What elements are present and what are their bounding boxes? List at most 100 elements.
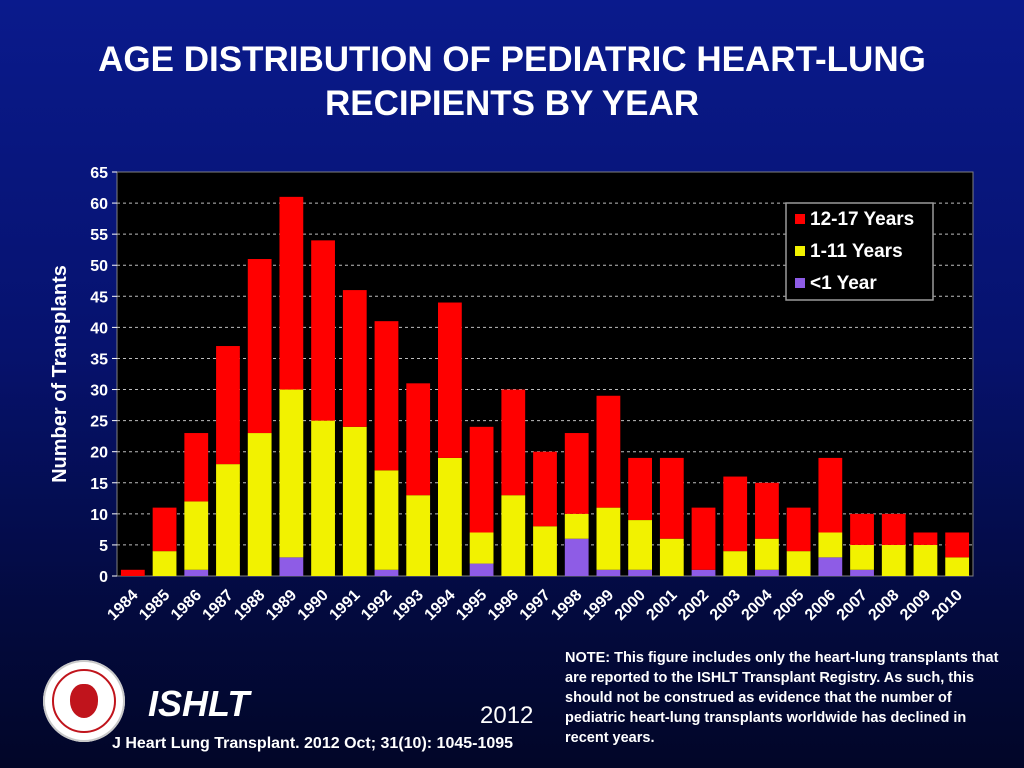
bar-segment [818, 557, 843, 576]
bar-segment [596, 569, 621, 576]
bar-segment [501, 389, 526, 496]
bar-segment [216, 464, 240, 576]
bar-segment [723, 476, 748, 552]
y-tick-label: 45 [90, 289, 108, 306]
y-tick-label: 55 [90, 227, 108, 244]
bar-segment [184, 501, 209, 570]
y-tick-label: 25 [90, 414, 108, 431]
bar-segment [533, 451, 557, 527]
x-tick-label: 1999 [580, 587, 617, 624]
bar-segment [755, 569, 779, 576]
bar-segment [881, 513, 906, 545]
legend-swatch [795, 246, 805, 256]
citation: J Heart Lung Transplant. 2012 Oct; 31(10… [112, 735, 514, 752]
bar-segment [311, 420, 335, 576]
bar-segment [596, 395, 621, 508]
y-tick-label: 10 [90, 507, 108, 524]
bar-segment [438, 302, 462, 458]
bar-segment [374, 321, 399, 471]
legend-label: 1-11 Years [810, 241, 903, 262]
x-tick-label: 2006 [802, 587, 839, 624]
bar-segment [279, 557, 304, 576]
bar-segment [311, 240, 335, 421]
bar-segment [469, 563, 494, 576]
legend-swatch [795, 278, 805, 288]
bar-segment [406, 383, 431, 496]
year-label: 2012 [480, 702, 534, 729]
bar-segment [406, 495, 431, 576]
bar-segment [564, 538, 589, 576]
x-tick-label: 2005 [770, 587, 807, 624]
y-tick-label: 30 [90, 383, 108, 400]
bar-segment [501, 495, 526, 576]
legend-label: <1 Year [810, 273, 877, 294]
bar-segment [913, 544, 938, 576]
note-text: NOTE: This figure includes only the hear… [565, 650, 999, 746]
x-tick-label: 2001 [643, 587, 680, 624]
y-tick-label: 65 [90, 165, 108, 182]
y-axis-ticks: 0 5 10 15 20 25 30 35 40 45 50 55 60 65 [90, 165, 117, 586]
y-tick-label: 0 [99, 569, 108, 586]
x-tick-label: 1996 [485, 587, 522, 624]
x-tick-label: 1990 [295, 587, 332, 624]
bar-segment [691, 507, 716, 570]
bar-segment [755, 482, 779, 539]
x-tick-label: 1998 [548, 587, 585, 624]
bar-segment [152, 507, 177, 552]
bar-segment [469, 532, 494, 564]
bars [120, 196, 970, 576]
bar-segment [659, 457, 684, 539]
legend: 12-17 Years 1-11 Years <1 Year [785, 202, 934, 301]
bar-segment [913, 532, 938, 545]
x-tick-label: 1986 [168, 587, 205, 624]
x-tick-label: 1991 [326, 587, 363, 624]
y-tick-label: 5 [99, 538, 108, 555]
x-tick-label: 1995 [453, 587, 490, 624]
x-tick-label: 2002 [675, 587, 712, 624]
bar-segment [628, 569, 652, 576]
bar-segment [723, 551, 748, 576]
legend-label: 12-17 Years [810, 209, 914, 230]
x-tick-label: 2000 [612, 587, 649, 624]
bar-segment [945, 532, 970, 558]
y-tick-label: 20 [90, 445, 108, 462]
bar-segment [850, 544, 874, 570]
x-tick-label: 2003 [707, 587, 744, 624]
x-tick-label: 1984 [104, 587, 141, 624]
bar-segment [881, 544, 906, 576]
x-tick-label: 1992 [358, 587, 395, 624]
y-tick-label: 60 [90, 196, 108, 213]
bar-segment [216, 346, 240, 465]
bar-segment [564, 433, 589, 514]
y-tick-label: 40 [90, 320, 108, 337]
bar-segment [279, 196, 304, 390]
bar-segment [691, 569, 716, 576]
bar-segment [152, 551, 177, 576]
x-tick-label: 1993 [390, 587, 427, 624]
y-axis-label: Number of Transplants [49, 265, 71, 483]
bar-segment [850, 569, 874, 576]
x-tick-label: 2007 [834, 587, 871, 624]
y-tick-label: 35 [90, 351, 108, 368]
x-tick-label: 1997 [517, 587, 554, 624]
x-tick-label: 1985 [136, 587, 173, 624]
heart-lung-icon [70, 684, 98, 718]
bar-segment [469, 426, 494, 533]
y-tick-label: 50 [90, 258, 108, 275]
bar-segment [628, 457, 652, 521]
x-tick-label: 2010 [929, 587, 966, 624]
bar-segment [564, 513, 589, 539]
bar-segment [342, 290, 367, 427]
bar-segment [628, 520, 652, 570]
x-tick-label: 2009 [897, 587, 934, 624]
x-tick-label: 2004 [739, 587, 776, 624]
bar-segment [247, 433, 272, 576]
bar-segment [786, 507, 811, 552]
bar-segment [533, 526, 557, 576]
bar-segment [342, 426, 367, 576]
logo-ring-icon [52, 669, 116, 733]
x-tick-label: 1988 [231, 587, 268, 624]
org-name: ISHLT [148, 683, 250, 724]
bar-segment [184, 433, 209, 502]
bar-segment [374, 470, 399, 570]
